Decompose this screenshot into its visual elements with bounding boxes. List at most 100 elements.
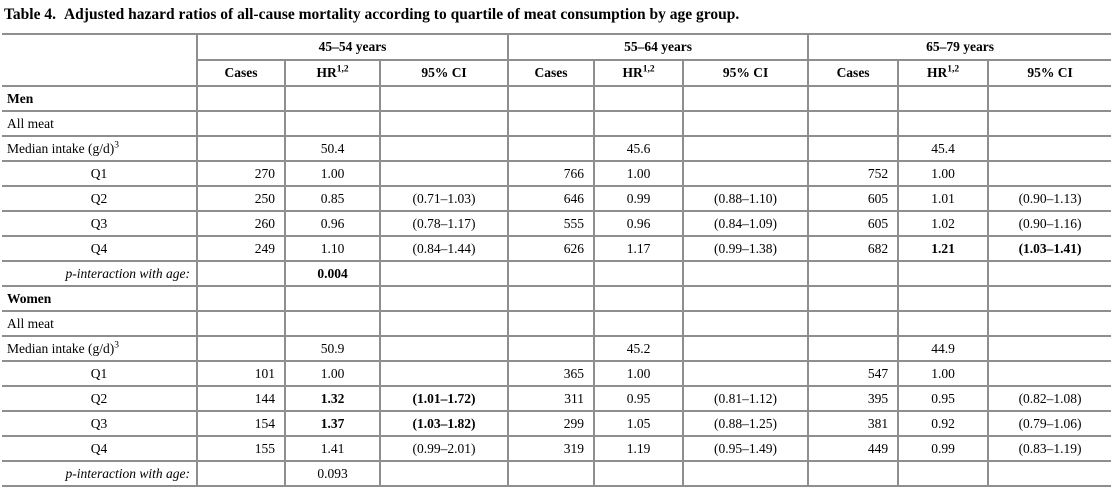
empty-cell: [507, 460, 596, 487]
cases-cell: 260: [196, 210, 286, 237]
empty-cell: [593, 285, 685, 312]
cases-cell: 144: [196, 385, 286, 412]
ci-cell: (0.82–1.08): [987, 385, 1112, 412]
ci-cell: (1.03–1.82): [378, 410, 510, 437]
empty-cell: [682, 260, 810, 287]
empty-cell: [807, 85, 900, 112]
median-value: 45.4: [897, 135, 990, 162]
column-header-ci: 95% CI: [378, 59, 510, 87]
ci-cell: (0.99–2.01): [378, 435, 510, 462]
empty-cell: [682, 460, 810, 487]
ci-cell: (0.81–1.12): [682, 385, 810, 412]
cases-cell: 752: [807, 160, 900, 187]
p-interaction-label: p-interaction with age:: [2, 460, 198, 487]
empty-cell: [987, 285, 1112, 312]
subgroup-row: All meat: [2, 310, 1112, 337]
cases-cell: 547: [807, 360, 900, 387]
cases-cell: 270: [196, 160, 286, 187]
empty-cell: [378, 285, 510, 312]
hr-cell: 1.37: [284, 410, 381, 437]
empty-cell: [284, 285, 381, 312]
ci-cell: (0.83–1.19): [987, 435, 1112, 462]
p-interaction-value: 0.004: [284, 260, 381, 287]
column-header-ci: 95% CI: [987, 59, 1112, 87]
subgroup-label: All meat: [2, 110, 198, 137]
cases-cell: 311: [507, 385, 596, 412]
cases-cell: 299: [507, 410, 596, 437]
hr-cell: 1.19: [593, 435, 685, 462]
p-interaction-row: p-interaction with age: 0.004: [2, 260, 1112, 287]
stub-cell: [2, 33, 198, 87]
section-name: Women: [2, 285, 198, 312]
empty-cell: [682, 110, 810, 137]
ci-cell: (0.95–1.49): [682, 435, 810, 462]
empty-cell: [507, 135, 596, 162]
column-header-hr: HR1,2: [593, 59, 685, 87]
hr-cell: 0.99: [593, 185, 685, 212]
table-header: 45–54 years 55–64 years 65–79 years Case…: [2, 33, 1112, 87]
hr-cell: 1.01: [897, 185, 990, 212]
quartile-label: Q4: [2, 435, 198, 462]
empty-cell: [897, 110, 990, 137]
empty-cell: [507, 335, 596, 362]
empty-cell: [807, 135, 900, 162]
p-interaction-label: p-interaction with age:: [2, 260, 198, 287]
empty-cell: [378, 135, 510, 162]
subgroup-row: All meat: [2, 110, 1112, 137]
p-interaction-value: 0.093: [284, 460, 381, 487]
empty-cell: [284, 110, 381, 137]
ci-cell: [378, 360, 510, 387]
empty-cell: [682, 135, 810, 162]
quartile-row: Q1 101 1.00 365 1.00 547 1.00: [2, 360, 1112, 387]
empty-cell: [378, 335, 510, 362]
ci-cell: (0.78–1.17): [378, 210, 510, 237]
empty-cell: [807, 460, 900, 487]
ci-cell: [378, 160, 510, 187]
empty-cell: [196, 260, 286, 287]
hr-label-text: HR: [927, 65, 948, 80]
age-group-header-55-64: 55–64 years: [507, 33, 810, 61]
empty-cell: [682, 285, 810, 312]
hazard-ratio-table: 45–54 years 55–64 years 65–79 years Case…: [2, 33, 1112, 487]
column-header-cases: Cases: [807, 59, 900, 87]
hr-label-text: HR: [316, 65, 337, 80]
ci-cell: (0.84–1.44): [378, 235, 510, 262]
ci-cell: (1.01–1.72): [378, 385, 510, 412]
empty-cell: [507, 85, 596, 112]
empty-cell: [507, 110, 596, 137]
cases-cell: 626: [507, 235, 596, 262]
median-label-text: Median intake (g/d): [7, 340, 115, 356]
cases-cell: 605: [807, 210, 900, 237]
hr-cell: 1.32: [284, 385, 381, 412]
ci-cell: (1.03–1.41): [987, 235, 1112, 262]
table-body: Men All meat Median intake (g/d)3 50.4 45.6 4…: [2, 85, 1112, 487]
empty-cell: [897, 310, 990, 337]
empty-cell: [196, 135, 286, 162]
empty-cell: [987, 110, 1112, 137]
section-header-row: Women: [2, 285, 1112, 312]
ci-cell: [682, 360, 810, 387]
cases-cell: 555: [507, 210, 596, 237]
hr-cell: 1.00: [593, 160, 685, 187]
ci-cell: (0.90–1.16): [987, 210, 1112, 237]
hr-label-superscript: 1,2: [947, 64, 960, 75]
quartile-row: Q3 260 0.96 (0.78–1.17) 555 0.96 (0.84–1.09) 60…: [2, 210, 1112, 237]
hr-label-superscript: 1,2: [336, 64, 349, 75]
median-row: Median intake (g/d)3 50.4 45.6 45.4: [2, 135, 1112, 162]
empty-cell: [807, 260, 900, 287]
median-value: 50.4: [284, 135, 381, 162]
empty-cell: [196, 460, 286, 487]
column-header-ci: 95% CI: [682, 59, 810, 87]
median-intake-label: Median intake (g/d)3: [2, 135, 198, 162]
quartile-label: Q3: [2, 410, 198, 437]
median-value: 50.9: [284, 335, 381, 362]
empty-cell: [807, 285, 900, 312]
empty-cell: [987, 260, 1112, 287]
hr-cell: 1.41: [284, 435, 381, 462]
hr-cell: 1.00: [897, 160, 990, 187]
empty-cell: [378, 110, 510, 137]
quartile-row: Q4 249 1.10 (0.84–1.44) 626 1.17 (0.99–1.38) 68…: [2, 235, 1112, 262]
column-header-cases: Cases: [197, 59, 286, 87]
empty-cell: [682, 310, 810, 337]
